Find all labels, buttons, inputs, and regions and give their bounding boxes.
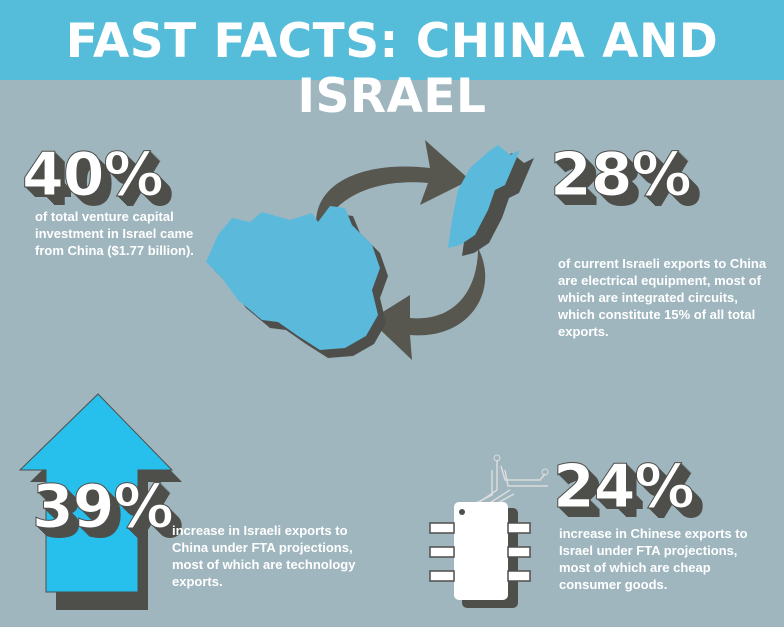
fact-39-text: increase in Israeli exports to China und… — [172, 523, 356, 589]
page-title: FAST FACTS: CHINA AND ISRAEL — [65, 14, 719, 124]
fact-40-text: of total venture capital investment in I… — [35, 209, 194, 258]
fact-40-value: 40% — [22, 140, 165, 211]
israel-map-icon — [448, 145, 534, 256]
fact-28-value: 28% — [550, 140, 693, 211]
exchange-arrows-icon — [316, 140, 486, 360]
china-map-icon — [206, 206, 388, 358]
up-arrow-icon — [18, 393, 182, 610]
header-banner: FAST FACTS: CHINA AND ISRAEL — [0, 0, 784, 124]
fact-39-value: 39% — [32, 472, 175, 543]
fact-24-text: increase in Chinese exports to Israel un… — [559, 526, 748, 592]
fact-28-text: of current Israeli exports to China are … — [558, 256, 767, 339]
microchip-icon — [429, 454, 549, 608]
fact-24-value: 24% — [553, 452, 696, 523]
